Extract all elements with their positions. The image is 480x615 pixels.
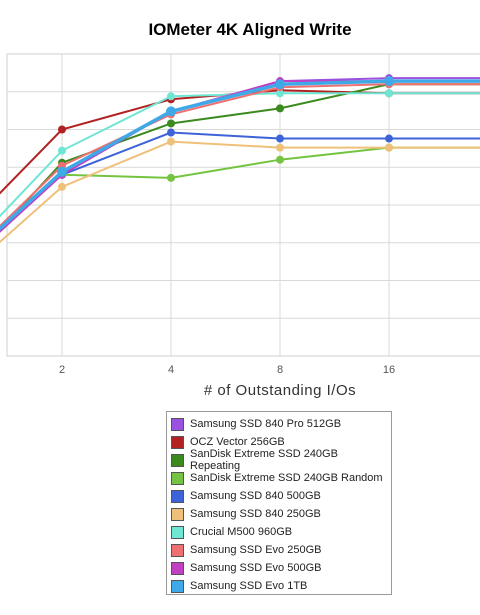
data-point[interactable] [167,173,175,182]
legend-label: Samsung SSD 840 500GB [190,490,321,502]
legend-label: Samsung SSD Evo 500GB [190,562,322,574]
legend-swatch [171,507,184,521]
legend-swatch [171,435,184,449]
legend-item[interactable]: Samsung SSD 840 Pro 512GB [171,415,391,433]
data-point[interactable] [167,137,175,146]
data-point[interactable] [385,143,393,152]
data-point[interactable] [275,79,285,90]
data-point[interactable] [276,89,284,98]
series-9 [0,76,480,231]
data-point[interactable] [385,89,393,98]
data-point[interactable] [167,119,175,128]
legend-item[interactable]: Samsung SSD Evo 500GB [171,559,391,577]
x-tick-label: 16 [383,364,395,376]
legend-swatch [171,453,184,467]
series-line [0,92,480,218]
legend-swatch [171,543,184,557]
data-point[interactable] [167,128,175,137]
data-point[interactable] [58,182,66,191]
data-point[interactable] [384,76,394,87]
data-point[interactable] [385,134,393,143]
legend-swatch [171,489,184,503]
data-point[interactable] [58,146,66,155]
legend-item[interactable]: SanDisk Extreme SSD 240GB Repeating [171,448,391,472]
grid [7,54,480,356]
data-point[interactable] [276,143,284,152]
legend-swatch [171,561,184,575]
x-tick-labels: 2 4 8 16 [59,364,395,376]
legend-label: SanDisk Extreme SSD 240GB Repeating [190,448,338,472]
data-point[interactable] [276,134,284,143]
line-chart: 2 4 8 16 [0,53,480,376]
series-5 [0,137,480,244]
data-point[interactable] [57,166,67,177]
legend-label: Samsung SSD Evo 250GB [190,544,322,556]
legend-label: OCZ Vector 256GB [190,436,285,448]
series-layer [0,74,480,244]
legend-swatch [171,417,184,431]
legend-item[interactable]: Samsung SSD 840 250GB [171,505,391,523]
data-point[interactable] [167,92,175,101]
series-line [0,140,480,244]
chart-title: IOMeter 4K Aligned Write [148,20,352,39]
legend-swatch [171,579,184,593]
data-point[interactable] [166,106,176,117]
legend-label: Samsung SSD 840 250GB [190,508,321,520]
x-tick-label: 2 [59,364,65,376]
legend-swatch [171,525,184,539]
legend-swatch [171,471,184,485]
x-tick-label: 8 [277,364,283,376]
legend-item[interactable]: Samsung SSD 840 500GB [171,487,391,505]
data-point[interactable] [276,104,284,113]
series-6 [0,89,480,218]
legend-item[interactable]: OCZ Vector 256GB [171,433,391,451]
data-point[interactable] [276,155,284,164]
legend-label: SanDisk Extreme SSD 240GB Random [190,472,383,484]
legend-item[interactable]: Samsung SSD Evo 250GB [171,541,391,559]
legend-label: Crucial M500 960GB [190,526,293,538]
x-tick-label: 4 [168,364,174,376]
legend-item[interactable]: SanDisk Extreme SSD 240GB Random [171,469,391,487]
data-point[interactable] [58,125,66,134]
legend: Samsung SSD 840 Pro 512GB OCZ Vector 256G… [166,411,392,595]
x-axis-title: # of Outstanding I/Os [203,382,357,399]
legend-label: Samsung SSD Evo 1TB [190,580,308,592]
legend-item[interactable]: Samsung SSD Evo 1TB [171,577,391,595]
series-line [0,83,480,228]
legend-item[interactable]: Crucial M500 960GB [171,523,391,541]
legend-label: Samsung SSD 840 Pro 512GB [190,418,342,430]
series-line [0,79,480,231]
